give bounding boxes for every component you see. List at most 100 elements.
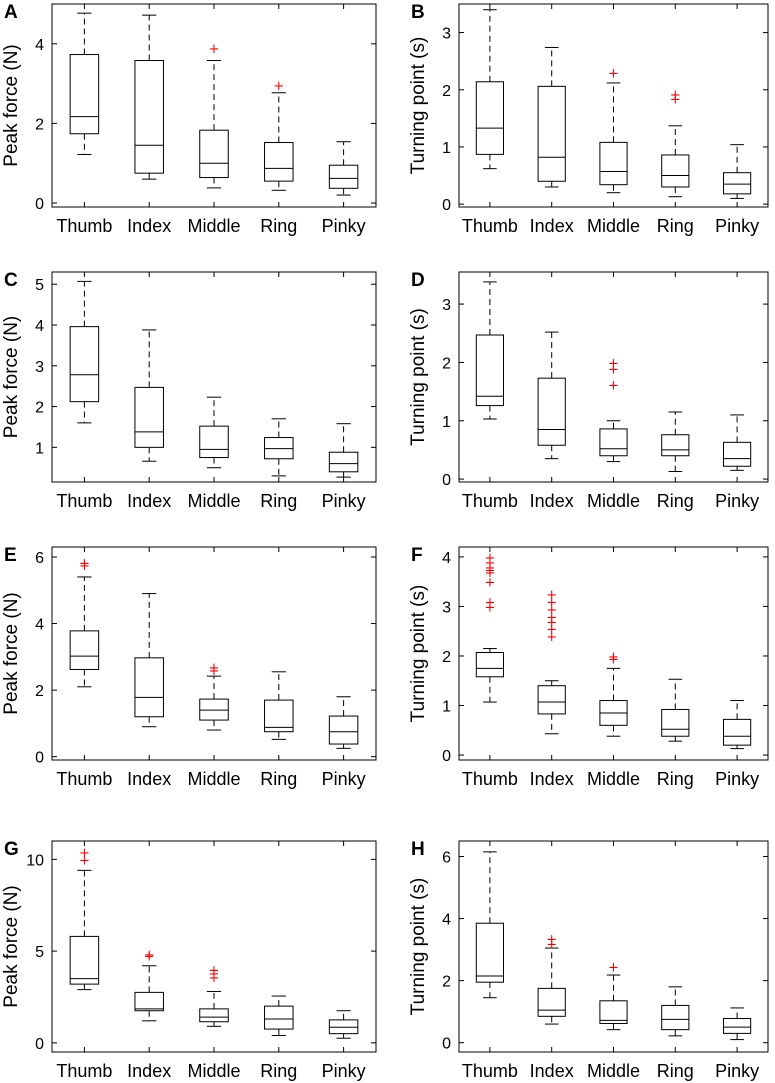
x-tick-label: Thumb — [462, 491, 518, 511]
x-tick-label: Index — [530, 491, 574, 511]
box-thumb: Thumb — [462, 272, 518, 511]
box-body — [328, 164, 359, 189]
box-body — [199, 1008, 229, 1023]
box-pinky: Pinky — [322, 272, 366, 511]
y-tick-label: 3 — [35, 359, 44, 376]
panel-letter: A — [4, 2, 18, 23]
box-body — [599, 1000, 628, 1024]
x-tick-label: Thumb — [56, 1061, 112, 1081]
box-ring: Ring — [657, 272, 694, 511]
box-middle: + Middle — [587, 4, 640, 236]
x-tick-label: Middle — [587, 769, 640, 789]
box-body — [599, 141, 628, 186]
y-tick-label: 2 — [35, 400, 44, 417]
outlier-point: + — [144, 948, 155, 963]
outlier-point: + — [546, 610, 557, 625]
box-body — [199, 129, 229, 179]
box-body — [69, 326, 100, 403]
box-pinky: Pinky — [715, 841, 759, 1081]
x-tick-label: Ring — [260, 769, 297, 789]
x-tick-label: Middle — [587, 1061, 640, 1081]
y-tick-label: 1 — [442, 414, 451, 431]
panel-letter: E — [4, 545, 17, 566]
box-body — [537, 685, 566, 715]
y-tick-label: 4 — [35, 37, 44, 54]
y-tick-label: 3 — [442, 26, 451, 43]
box-body — [134, 386, 164, 448]
box-ring: Ring — [260, 547, 297, 789]
box-body — [264, 699, 294, 733]
outlier-point: + — [608, 650, 619, 665]
y-tick-label: 2 — [35, 683, 44, 700]
box-body — [661, 708, 690, 737]
box-index: Index — [530, 272, 574, 511]
y-axis-title: Turning point (s) — [408, 585, 429, 723]
outlier-point: + — [608, 379, 619, 394]
box-body — [661, 1004, 690, 1031]
box-middle: + Middle — [587, 841, 640, 1081]
box-thumb: ++ Thumb — [56, 841, 112, 1081]
box-ring: Ring — [260, 272, 297, 511]
x-tick-label: Index — [530, 1061, 574, 1081]
x-tick-label: Thumb — [462, 769, 518, 789]
y-tick-label: 4 — [442, 912, 451, 929]
x-tick-label: Thumb — [56, 216, 112, 236]
box-thumb: Thumb — [462, 4, 518, 236]
box-ring: Ring — [657, 547, 694, 789]
x-tick-label: Middle — [187, 769, 240, 789]
box-index: Index — [530, 4, 574, 236]
outlier-point: + — [608, 652, 619, 667]
x-tick-label: Ring — [657, 769, 694, 789]
box-body — [264, 142, 294, 182]
box-ring: Ring — [657, 841, 694, 1081]
plot-frame — [51, 546, 377, 761]
x-tick-label: Pinky — [322, 1061, 366, 1081]
y-tick-label: 4 — [442, 550, 451, 567]
outlier-point: + — [546, 603, 557, 618]
x-tick-label: Pinky — [715, 216, 759, 236]
x-tick-label: Ring — [657, 1061, 694, 1081]
box-body — [537, 85, 566, 182]
x-tick-label: Pinky — [715, 769, 759, 789]
box-body — [723, 172, 752, 195]
box-body — [69, 630, 100, 670]
x-tick-label: Middle — [587, 216, 640, 236]
box-body — [134, 991, 164, 1012]
y-axis-title: Turning point (s) — [408, 878, 429, 1016]
y-tick-label: 4 — [35, 617, 44, 634]
y-tick-label: 2 — [35, 116, 44, 133]
outlier-point: + — [546, 933, 557, 948]
panel-letter: H — [411, 839, 425, 860]
outlier-point: + — [608, 961, 619, 976]
x-tick-label: Index — [127, 1061, 171, 1081]
y-tick-label: 0 — [442, 748, 451, 765]
plot-frame — [458, 3, 769, 208]
x-tick-label: Index — [530, 216, 574, 236]
box-body — [475, 81, 504, 155]
y-axis-title: Turning point (s) — [408, 308, 429, 446]
x-tick-label: Middle — [187, 491, 240, 511]
box-body — [328, 715, 359, 745]
y-tick-label: 2 — [442, 83, 451, 100]
outlier-point: + — [209, 971, 220, 986]
y-axis-title: Peak force (N) — [1, 44, 22, 166]
outlier-point: + — [209, 967, 220, 982]
box-body — [134, 657, 164, 718]
y-tick-label: 0 — [35, 1036, 44, 1053]
y-tick-label: 5 — [35, 277, 44, 294]
box-body — [69, 54, 100, 135]
outlier-point: + — [546, 588, 557, 603]
outlier-point: + — [608, 67, 619, 82]
x-tick-label: Ring — [260, 1061, 297, 1081]
panel-letter: D — [411, 270, 425, 291]
outlier-point: + — [484, 561, 495, 576]
box-body — [134, 60, 164, 174]
y-tick-label: 3 — [442, 297, 451, 314]
y-tick-label: 2 — [442, 649, 451, 666]
box-thumb: Thumb — [56, 272, 112, 511]
